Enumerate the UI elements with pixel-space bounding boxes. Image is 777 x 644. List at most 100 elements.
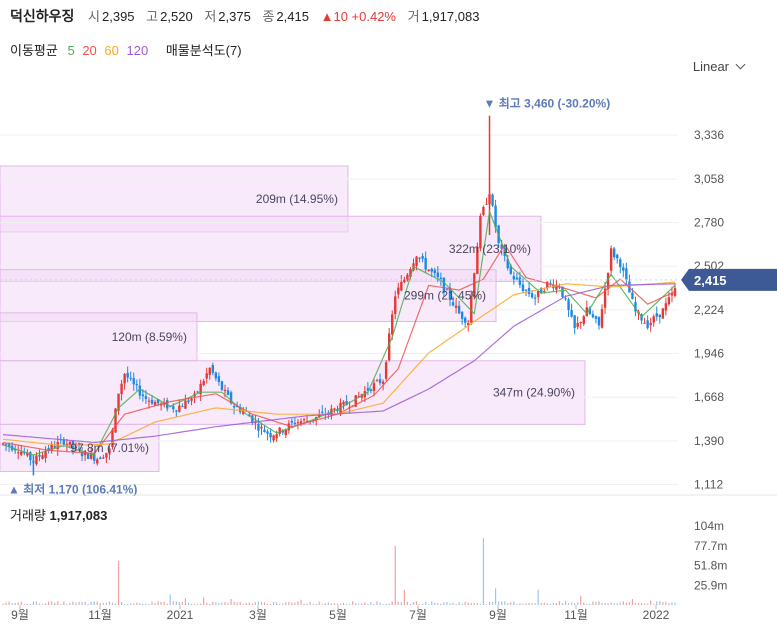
candle-body	[509, 265, 513, 274]
candle-body	[524, 289, 528, 291]
candle-body	[144, 396, 148, 399]
open-value: 2,395	[102, 9, 135, 24]
candle-body	[29, 452, 32, 461]
candle-body	[567, 299, 570, 310]
candle-body	[293, 422, 297, 424]
candle-body	[463, 317, 467, 323]
candle-body	[564, 298, 567, 300]
candle-body	[339, 402, 342, 415]
y-tick-label: 2,780	[694, 216, 724, 230]
x-tick-label: 2022	[643, 608, 670, 622]
candle-body	[62, 439, 66, 445]
candle-body	[482, 207, 485, 215]
volume-tick-label: 25.9m	[694, 578, 727, 592]
low-label: 저	[204, 9, 217, 24]
ma-label[interactable]: 이동평균	[10, 43, 58, 58]
candle-body	[296, 422, 300, 424]
volume-tick-label: 104m	[694, 519, 724, 533]
candle-body	[409, 269, 412, 277]
volume-tick-label: 77.7m	[694, 539, 727, 553]
volume-label: 거	[407, 9, 420, 24]
candle-body	[491, 194, 494, 206]
candle-body	[670, 293, 674, 296]
candle-body	[290, 421, 294, 423]
scale-selector[interactable]: Linear	[693, 59, 746, 74]
candle-body	[138, 385, 142, 396]
candle-body	[208, 367, 211, 375]
candle-body	[479, 215, 482, 249]
candle-body	[460, 311, 464, 319]
ma120-toggle[interactable]: 120	[126, 43, 149, 58]
candle-body	[594, 316, 598, 319]
candle-body	[333, 408, 336, 410]
candle-body	[506, 259, 509, 269]
candle-body	[342, 401, 345, 405]
candle-body	[400, 282, 403, 291]
candle-body	[299, 421, 303, 425]
x-tick-label: 9월	[11, 608, 29, 622]
ma60-toggle[interactable]: 60	[104, 43, 119, 58]
volume-profile-label: 120m (8.59%)	[112, 330, 187, 344]
candle-body	[536, 291, 540, 298]
candle-body	[473, 273, 476, 298]
candle-body	[202, 381, 205, 386]
candle-body	[600, 309, 604, 328]
candle-body	[634, 302, 637, 312]
candle-body	[530, 293, 534, 298]
candle-body	[485, 203, 488, 205]
candle-body	[521, 284, 525, 291]
candle-body	[518, 277, 522, 285]
candle-body	[494, 205, 497, 228]
candle-body	[7, 444, 11, 447]
candle-body	[451, 302, 455, 306]
volume-profile-label: 322m (23.10%)	[449, 242, 531, 256]
candle-body	[357, 396, 360, 398]
min-price-annotation: ▲ 최저 1,170 (106.41%)	[8, 481, 137, 496]
candle-body	[248, 414, 251, 417]
ma20-toggle[interactable]: 20	[82, 43, 97, 58]
candle-body	[77, 448, 81, 450]
candle-body	[631, 292, 634, 299]
close-label: 종	[262, 9, 275, 24]
candle-body	[272, 435, 275, 441]
ma5-toggle[interactable]: 5	[67, 43, 75, 58]
candle-body	[175, 410, 178, 412]
candle-body	[80, 452, 84, 457]
candle-body	[652, 316, 655, 323]
volume-profile-label: 299m (21.45%)	[404, 289, 486, 303]
candle-body	[190, 398, 193, 401]
candle-body	[579, 322, 582, 324]
candle-body	[150, 399, 154, 404]
candle-body	[348, 406, 351, 408]
ma120-line	[2, 283, 676, 444]
candle-body	[132, 378, 135, 385]
candle-body	[643, 322, 646, 324]
candle-body	[108, 448, 111, 454]
x-tick-label: 9월	[489, 608, 507, 622]
candle-body	[287, 423, 291, 431]
candle-body	[23, 452, 26, 454]
candle-body	[1, 443, 5, 445]
y-tick-label: 1,390	[694, 434, 724, 448]
candle-body	[35, 455, 38, 465]
volume-profile-label: 97.8m (7.01%)	[70, 441, 149, 455]
candle-body	[418, 257, 421, 259]
candle-body	[96, 459, 99, 464]
candle-body	[612, 248, 616, 258]
candle-body	[117, 393, 120, 411]
candle-body	[391, 314, 394, 335]
candle-body	[257, 423, 260, 431]
current-price-label: 2,415	[694, 273, 727, 288]
candle-body	[555, 284, 558, 290]
y-tick-label: 3,058	[694, 172, 724, 186]
y-tick-label: 3,336	[694, 128, 724, 142]
candle-body	[302, 419, 306, 421]
candle-body	[47, 448, 50, 451]
candle-body	[588, 307, 592, 315]
candle-body	[372, 383, 376, 391]
candle-body	[251, 415, 254, 423]
candle-body	[44, 450, 47, 459]
volume-profile-toggle[interactable]: 매물분석도(7)	[165, 43, 242, 58]
candle-body	[646, 320, 649, 329]
